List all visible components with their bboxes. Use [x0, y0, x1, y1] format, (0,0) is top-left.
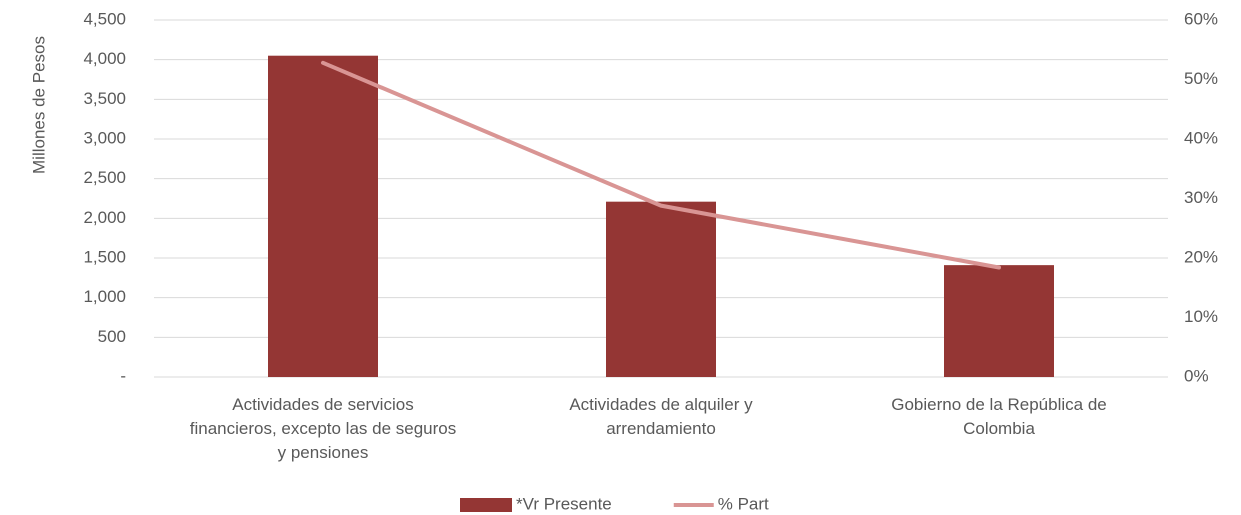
y2-tick-label: 50% — [1184, 69, 1218, 88]
y2-tick-label: 0% — [1184, 366, 1209, 385]
bar — [606, 201, 716, 377]
bar — [944, 265, 1054, 377]
y-tick-label: 4,500 — [83, 9, 126, 28]
y-tick-label: 2,000 — [83, 208, 126, 227]
bar — [268, 55, 378, 377]
y-tick-label: 2,500 — [83, 168, 126, 187]
y2-tick-label: 20% — [1184, 247, 1218, 266]
y2-tick-label: 40% — [1184, 128, 1218, 147]
x-tick-label: Actividades de servicios financieros, ex… — [189, 395, 457, 462]
y-tick-label: 1,500 — [83, 247, 126, 266]
y-tick-label: - — [120, 366, 126, 385]
y2-tick-label: 60% — [1184, 9, 1218, 28]
legend-label: *Vr Presente — [516, 494, 612, 513]
y2-tick-label: 30% — [1184, 188, 1218, 207]
y-tick-label: 4,000 — [83, 49, 126, 68]
y-axis-label: Millones de Pesos — [29, 36, 48, 174]
y2-tick-label: 10% — [1184, 307, 1218, 326]
x-tick-label: Actividades de alquiler y arrendamiento — [569, 395, 753, 438]
legend-label: % Part — [718, 494, 769, 513]
x-tick-label: Gobierno de la República de Colombia — [891, 395, 1107, 438]
y-tick-label: 3,000 — [83, 128, 126, 147]
legend-swatch — [460, 498, 512, 512]
line — [321, 60, 1001, 270]
y-tick-label: 500 — [98, 327, 126, 346]
y-tick-label: 3,500 — [83, 89, 126, 108]
y-tick-label: 1,000 — [83, 287, 126, 306]
